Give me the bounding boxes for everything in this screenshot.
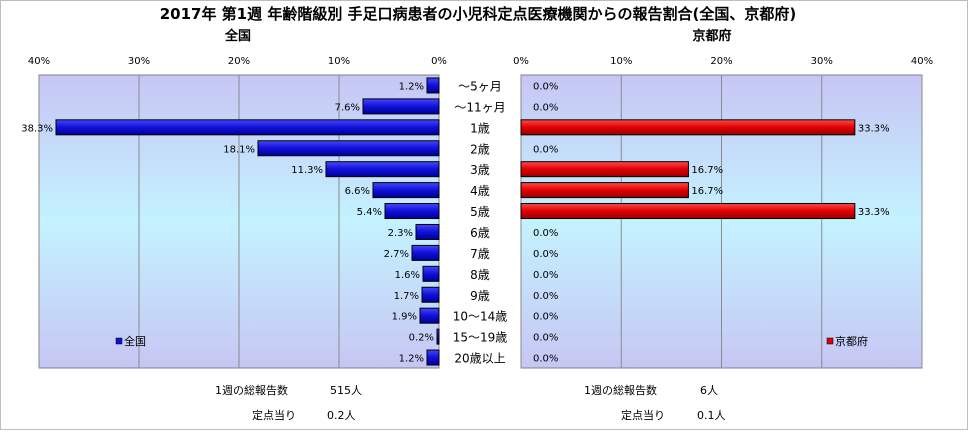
bar-national xyxy=(415,223,440,240)
bar-national xyxy=(426,349,440,366)
category-label: 4歳 xyxy=(470,184,490,198)
bar-national xyxy=(362,98,440,115)
x-tick-label-kyoto: 0% xyxy=(513,56,529,67)
value-label-national: 11.3% xyxy=(291,165,323,176)
bar-national xyxy=(55,119,440,136)
value-label-kyoto: 0.0% xyxy=(533,249,558,260)
category-label: 10～14歳 xyxy=(453,310,508,324)
legend-label-national: 全国 xyxy=(124,334,146,348)
per-site-label-kyoto: 定点当り xyxy=(621,408,665,422)
value-label-national: 2.7% xyxy=(384,249,409,260)
bar-national xyxy=(422,265,440,282)
category-label: 6歳 xyxy=(470,226,490,240)
value-label-national: 1.7% xyxy=(394,291,419,302)
per-site-value-national: 0.2人 xyxy=(327,409,356,422)
category-label: 7歳 xyxy=(470,247,490,261)
value-label-kyoto: 0.0% xyxy=(533,144,558,155)
x-tick-label-kyoto: 10% xyxy=(610,56,632,67)
value-label-kyoto: 0.0% xyxy=(533,270,558,281)
bar-national xyxy=(325,161,440,178)
bar-kyoto xyxy=(520,182,689,199)
value-label-kyoto: 0.0% xyxy=(533,312,558,323)
bar-kyoto xyxy=(520,119,856,136)
category-label: 2歳 xyxy=(470,142,490,156)
value-label-kyoto: 33.3% xyxy=(858,207,890,218)
bar-national xyxy=(411,244,440,261)
bar-national xyxy=(426,77,440,94)
category-label: 8歳 xyxy=(470,268,490,282)
category-label: ～11ヶ月 xyxy=(454,100,505,114)
value-label-national: 2.3% xyxy=(388,228,413,239)
x-tick-label-kyoto: 30% xyxy=(811,56,833,67)
category-label: 3歳 xyxy=(470,163,490,177)
value-label-kyoto: 0.0% xyxy=(533,81,558,92)
category-label: 9歳 xyxy=(470,289,490,303)
value-label-national: 1.2% xyxy=(399,354,424,365)
x-tick-label-national: 10% xyxy=(328,56,350,67)
legend-swatch-national xyxy=(115,337,123,345)
value-label-kyoto: 0.0% xyxy=(533,354,558,365)
chart-title: 2017年 第1週 年齢階級別 手足口病患者の小児科定点医療機関からの報告割合(… xyxy=(160,5,797,23)
total-reports-label-kyoto: 1週の総報告数 xyxy=(584,383,657,397)
legend-label-kyoto: 京都府 xyxy=(835,334,868,348)
total-reports-label-national: 1週の総報告数 xyxy=(215,383,288,397)
category-label: 15～19歳 xyxy=(453,331,508,345)
legend-swatch-kyoto xyxy=(826,337,834,345)
per-site-value-kyoto: 0.1人 xyxy=(697,409,726,422)
bar-national xyxy=(421,286,440,303)
bar-national xyxy=(372,182,440,199)
total-reports-value-kyoto: 6人 xyxy=(700,384,718,397)
panel-title-national: 全国 xyxy=(224,28,251,44)
bar-national xyxy=(257,140,440,157)
category-label: 5歳 xyxy=(470,205,490,219)
bar-kyoto xyxy=(520,161,689,178)
value-label-kyoto: 0.0% xyxy=(533,291,558,302)
x-tick-label-national: 20% xyxy=(228,56,250,67)
category-label: 20歳以上 xyxy=(454,352,505,366)
panel-title-kyoto: 京都府 xyxy=(692,28,731,44)
bar-kyoto xyxy=(520,203,856,220)
value-label-national: 1.2% xyxy=(399,81,424,92)
value-label-national: 0.2% xyxy=(409,333,434,344)
category-label: ～5ヶ月 xyxy=(458,79,502,93)
value-label-kyoto: 33.3% xyxy=(858,123,890,134)
x-tick-label-national: 30% xyxy=(128,56,150,67)
value-label-kyoto: 0.0% xyxy=(533,102,558,113)
value-label-national: 6.6% xyxy=(345,186,370,197)
x-tick-label-kyoto: 40% xyxy=(911,56,933,67)
value-label-kyoto: 0.0% xyxy=(533,228,558,239)
value-label-kyoto: 0.0% xyxy=(533,333,558,344)
value-label-national: 1.6% xyxy=(395,270,420,281)
value-label-kyoto: 16.7% xyxy=(691,165,723,176)
value-label-kyoto: 16.7% xyxy=(691,186,723,197)
x-tick-label-kyoto: 20% xyxy=(710,56,732,67)
value-label-national: 1.9% xyxy=(392,312,417,323)
per-site-label-national: 定点当り xyxy=(252,408,296,422)
category-label: 1歳 xyxy=(470,121,490,135)
bar-national xyxy=(419,307,440,324)
value-label-national: 38.3% xyxy=(21,123,53,134)
value-label-national: 5.4% xyxy=(357,207,382,218)
bar-national xyxy=(384,203,440,220)
bar-national xyxy=(436,328,440,345)
total-reports-value-national: 515人 xyxy=(330,384,362,397)
value-label-national: 7.6% xyxy=(335,102,360,113)
x-tick-label-national: 0% xyxy=(431,56,447,67)
x-tick-label-national: 40% xyxy=(28,56,50,67)
value-label-national: 18.1% xyxy=(223,144,255,155)
